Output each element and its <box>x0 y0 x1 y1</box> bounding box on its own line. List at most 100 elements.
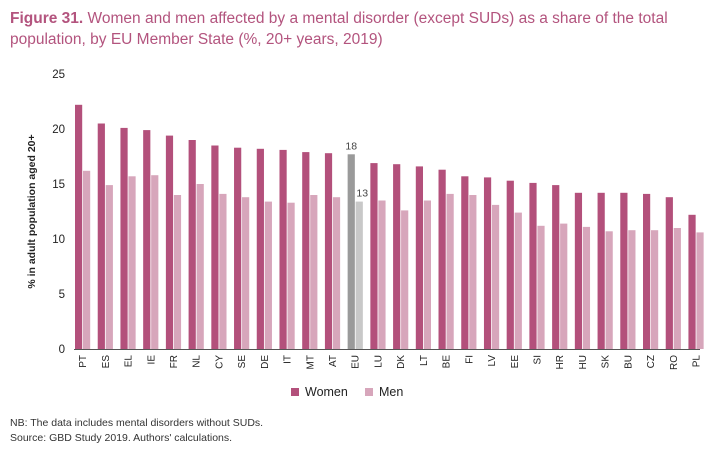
bar-men-es <box>105 185 113 349</box>
bar-women-pl <box>688 214 696 349</box>
data-label-men: 13 <box>356 188 368 200</box>
bar-men-cz <box>651 230 659 349</box>
x-tick-label: PT <box>78 355 89 368</box>
x-tick-label: HR <box>555 355 566 369</box>
bar-women-eu <box>347 154 355 349</box>
x-tick-label: IT <box>283 355 294 364</box>
bar-women-ie <box>143 130 151 349</box>
x-tick-label: LV <box>487 355 498 367</box>
bar-women-hr <box>552 185 560 349</box>
bar-women-se <box>234 147 242 349</box>
y-axis-label: % in adult population aged 20+ <box>26 134 38 288</box>
bar-women-cy <box>211 145 219 349</box>
y-tick-label: 10 <box>52 234 65 246</box>
bar-men-bu <box>628 230 636 349</box>
bar-men-ro <box>673 228 681 349</box>
bar-men-at <box>332 197 341 349</box>
bar-women-bu <box>620 192 628 349</box>
bar-men-se <box>242 197 250 349</box>
x-tick-label: EU <box>351 355 362 369</box>
x-tick-label: ES <box>101 355 112 369</box>
bar-men-de <box>264 201 272 349</box>
legend-swatch-men <box>365 388 373 396</box>
x-tick-label: IE <box>146 355 157 365</box>
figure-title-text: Women and men affected by a mental disor… <box>10 10 668 48</box>
x-tick-label: BE <box>442 355 453 369</box>
bar-men-ie <box>151 175 159 349</box>
bar-women-mt <box>302 152 310 349</box>
bar-men-lu <box>378 200 386 349</box>
bar-men-hr <box>560 223 568 349</box>
bar-men-fi <box>469 195 477 349</box>
bar-women-lt <box>415 166 423 349</box>
y-tick-label: 5 <box>59 289 65 301</box>
data-label-women: 18 <box>345 140 357 152</box>
bar-women-hu <box>574 192 583 349</box>
y-tick-label: 15 <box>52 179 65 191</box>
bar-women-pt <box>75 104 83 349</box>
x-tick-label: SI <box>533 355 544 364</box>
bar-men-ee <box>514 212 522 349</box>
x-tick-label: EL <box>124 355 135 368</box>
bar-men-cy <box>219 193 227 349</box>
x-tick-label: HU <box>578 355 589 369</box>
y-tick-label: 0 <box>59 344 65 356</box>
bar-women-it <box>279 149 287 349</box>
bar-women-si <box>529 182 537 349</box>
bar-men-el <box>128 176 136 349</box>
bar-men-hu <box>582 226 591 349</box>
bar-women-at <box>324 153 333 349</box>
x-tick-label: LU <box>373 355 384 368</box>
bar-women-fr <box>165 135 174 349</box>
x-tick-label: CZ <box>646 355 657 368</box>
x-tick-label: NL <box>192 355 203 368</box>
bar-men-lv <box>491 204 500 349</box>
bar-women-be <box>438 169 446 349</box>
bar-women-es <box>97 123 105 349</box>
x-tick-label: EE <box>510 355 521 369</box>
x-tick-label: SE <box>237 355 248 369</box>
bar-men-pt <box>83 170 91 349</box>
legend-label-men: Men <box>379 385 403 399</box>
bar-men-eu <box>355 201 363 349</box>
bar-men-lt <box>423 200 431 349</box>
bar-men-nl <box>196 184 204 349</box>
x-tick-label: PL <box>692 355 703 368</box>
bar-women-sk <box>597 192 605 349</box>
y-tick-label: 20 <box>52 124 65 136</box>
bar-women-ee <box>506 180 514 349</box>
x-tick-label: CY <box>214 355 225 369</box>
x-tick-label: FI <box>464 355 475 364</box>
bar-men-fr <box>173 195 182 349</box>
bar-women-el <box>120 127 128 350</box>
bar-women-nl <box>188 140 196 349</box>
bar-women-dk <box>393 164 401 349</box>
x-tick-label: RO <box>669 355 680 370</box>
bar-men-mt <box>310 195 318 349</box>
bar-men-it <box>287 202 295 349</box>
x-tick-label: LT <box>419 355 430 366</box>
bar-men-sk <box>605 231 613 349</box>
bar-men-dk <box>401 210 409 349</box>
figure-label: Figure 31. <box>10 10 84 27</box>
note-text: NB: The data includes mental disorders w… <box>10 417 264 429</box>
legend-label-women: Women <box>305 385 348 399</box>
bar-women-de <box>256 148 264 349</box>
x-tick-label: SK <box>601 355 612 369</box>
bar-women-lu <box>370 163 378 349</box>
x-tick-label: DE <box>260 355 271 369</box>
bar-men-pl <box>696 232 704 349</box>
figure-title: Figure 31. Women and men affected by a m… <box>10 8 710 50</box>
x-tick-label: MT <box>305 355 316 369</box>
legend-swatch-women <box>291 388 299 396</box>
bar-women-cz <box>643 193 651 349</box>
bar-men-si <box>537 225 545 349</box>
x-tick-label: DK <box>396 355 407 369</box>
x-tick-label: FR <box>169 355 180 368</box>
bar-men-be <box>446 193 454 349</box>
x-tick-label: BU <box>623 355 634 369</box>
source-text: Source: GBD Study 2019. Authors' calcula… <box>10 432 233 444</box>
bar-women-fi <box>461 176 469 349</box>
bar-women-lv <box>483 177 492 349</box>
